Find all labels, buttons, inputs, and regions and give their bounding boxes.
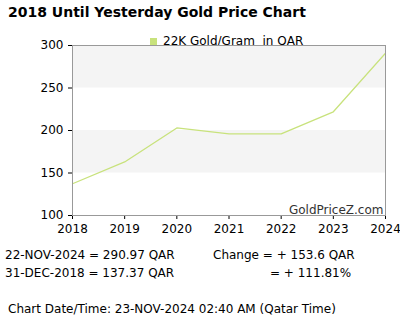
svg-text:2023: 2023 (318, 222, 349, 236)
html-text:22K Gold/Gram in QAR: 22K Gold/Gram in QAR (163, 34, 304, 48)
svg-text:2019: 2019 (109, 222, 140, 236)
svg-text:2022: 2022 (266, 222, 297, 236)
svg-text:200: 200 (41, 123, 64, 137)
html-text:= + 111.81%: = + 111.81% (270, 266, 352, 280)
html-text:31-DEC-2018 = 137.37 QAR: 31-DEC-2018 = 137.37 QAR (5, 266, 175, 280)
html-text:Change = + 153.6 QAR: Change = + 153.6 QAR (213, 248, 355, 262)
svg-text:150: 150 (41, 166, 64, 180)
svg-text:2018: 2018 (57, 222, 88, 236)
svg-text:100: 100 (41, 208, 64, 222)
svg-text:2020: 2020 (162, 222, 193, 236)
svg-text:250: 250 (41, 81, 64, 95)
html-text:22-NOV-2024 = 290.97 QAR: 22-NOV-2024 = 290.97 QAR (5, 248, 175, 262)
svg-text:GoldPriceZ.com: GoldPriceZ.com (289, 203, 384, 217)
html-text:Chart Date/Time: 23-NOV-2024 0: Chart Date/Time: 23-NOV-2024 02:40 AM (Q… (8, 302, 336, 316)
svg-text:300: 300 (41, 38, 64, 52)
html-text:2018 Until Yesterday Gold Pric: 2018 Until Yesterday Gold Price Chart (8, 4, 306, 20)
svg-text:2024: 2024 (370, 222, 400, 236)
svg-text:2021: 2021 (214, 222, 245, 236)
